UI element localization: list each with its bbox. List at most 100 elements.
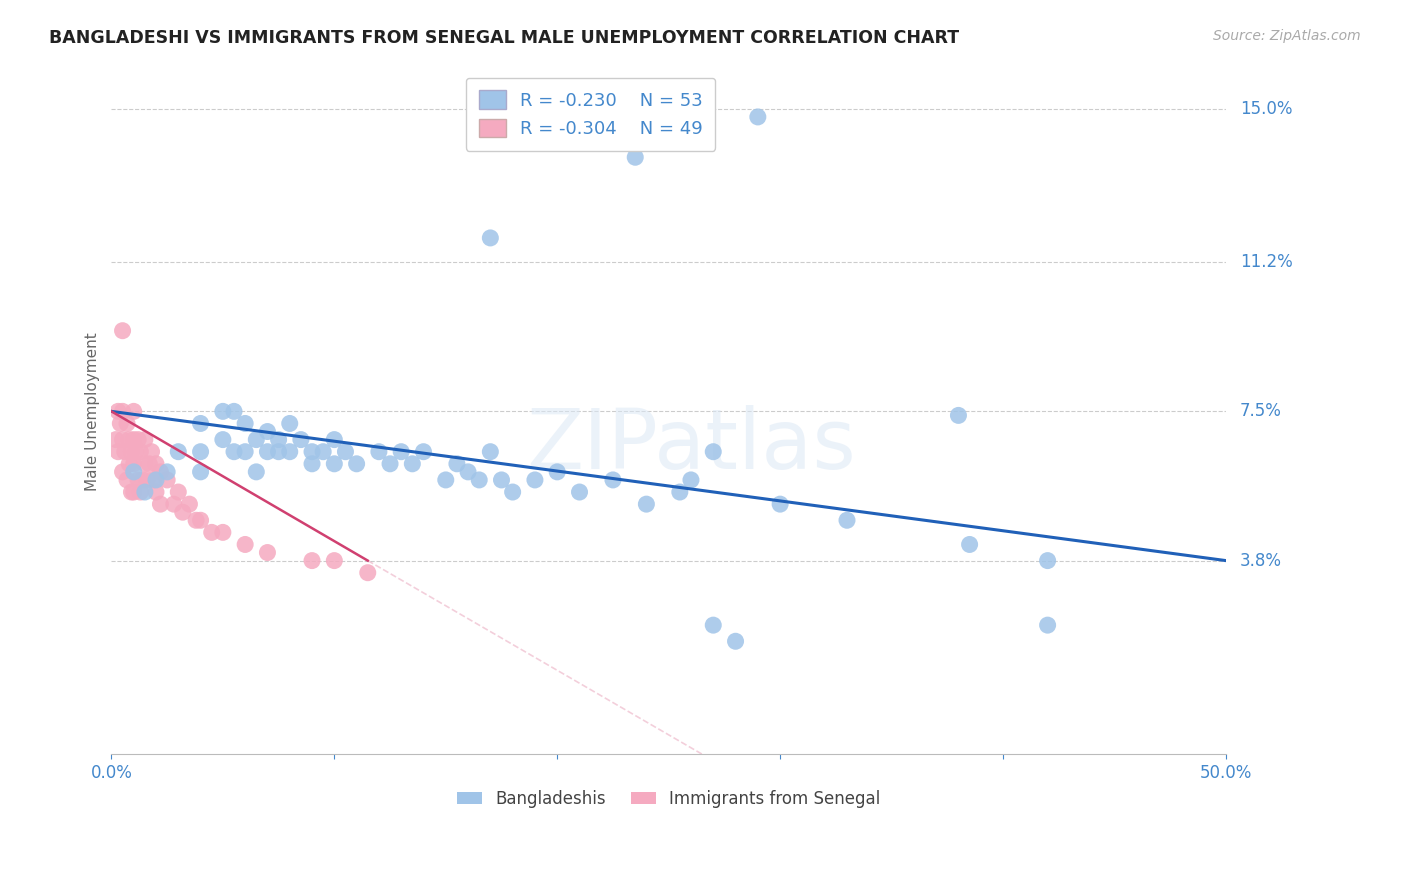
Point xyxy=(491,473,513,487)
Point xyxy=(769,497,792,511)
Point xyxy=(111,404,134,418)
Point xyxy=(118,433,141,447)
Point xyxy=(335,444,357,458)
Point xyxy=(118,457,141,471)
Point xyxy=(212,433,235,447)
Point xyxy=(267,433,290,447)
Point xyxy=(163,497,186,511)
Point xyxy=(457,465,479,479)
Point xyxy=(233,444,256,458)
Point xyxy=(138,457,160,471)
Point xyxy=(212,404,235,418)
Point xyxy=(278,417,301,431)
Text: Source: ZipAtlas.com: Source: ZipAtlas.com xyxy=(1213,29,1361,43)
Point xyxy=(323,433,346,447)
Point xyxy=(212,525,235,540)
Point xyxy=(104,433,127,447)
Point xyxy=(245,465,267,479)
Point xyxy=(346,457,368,471)
Point xyxy=(323,457,346,471)
Point xyxy=(724,634,747,648)
Point xyxy=(233,537,256,551)
Point xyxy=(190,444,212,458)
Point xyxy=(502,485,524,500)
Point xyxy=(134,457,156,471)
Point xyxy=(546,465,568,479)
Point xyxy=(145,485,167,500)
Point xyxy=(389,444,412,458)
Point xyxy=(179,497,201,511)
Point xyxy=(107,444,129,458)
Text: 15.0%: 15.0% xyxy=(1240,100,1292,118)
Point xyxy=(222,444,245,458)
Point xyxy=(568,485,591,500)
Point xyxy=(747,110,769,124)
Point xyxy=(107,404,129,418)
Point xyxy=(233,417,256,431)
Point xyxy=(141,444,163,458)
Point xyxy=(948,409,970,423)
Point xyxy=(127,473,149,487)
Point xyxy=(624,150,647,164)
Point xyxy=(190,417,212,431)
Point xyxy=(145,457,167,471)
Point xyxy=(111,433,134,447)
Point xyxy=(312,444,335,458)
Point xyxy=(301,444,323,458)
Point xyxy=(156,473,179,487)
Point xyxy=(149,497,172,511)
Point xyxy=(131,473,153,487)
Point xyxy=(669,485,692,500)
Point xyxy=(167,485,190,500)
Point xyxy=(149,465,172,479)
Point xyxy=(367,444,389,458)
Point xyxy=(190,513,212,527)
Point xyxy=(636,497,658,511)
Point xyxy=(134,485,156,500)
Point xyxy=(278,444,301,458)
Point xyxy=(201,525,224,540)
Point xyxy=(301,553,323,567)
Point xyxy=(190,465,212,479)
Point xyxy=(184,513,207,527)
Point xyxy=(479,444,502,458)
Point xyxy=(127,433,149,447)
Point xyxy=(245,433,267,447)
Point xyxy=(702,618,724,632)
Point xyxy=(256,425,278,439)
Point xyxy=(323,553,346,567)
Point xyxy=(111,465,134,479)
Point xyxy=(129,444,152,458)
Point xyxy=(679,473,702,487)
Point xyxy=(301,457,323,471)
Point xyxy=(136,473,159,487)
Point xyxy=(702,444,724,458)
Point xyxy=(446,457,468,471)
Point xyxy=(256,545,278,559)
Point xyxy=(145,473,167,487)
Point xyxy=(167,444,190,458)
Point xyxy=(142,473,165,487)
Point xyxy=(1036,618,1059,632)
Text: BANGLADESHI VS IMMIGRANTS FROM SENEGAL MALE UNEMPLOYMENT CORRELATION CHART: BANGLADESHI VS IMMIGRANTS FROM SENEGAL M… xyxy=(49,29,959,46)
Point xyxy=(172,505,194,519)
Point xyxy=(835,513,858,527)
Point xyxy=(122,485,145,500)
Point xyxy=(959,537,981,551)
Point xyxy=(1036,553,1059,567)
Point xyxy=(122,404,145,418)
Point xyxy=(412,444,434,458)
Point xyxy=(523,473,546,487)
Legend: Bangladeshis, Immigrants from Senegal: Bangladeshis, Immigrants from Senegal xyxy=(450,783,887,814)
Point xyxy=(129,485,152,500)
Text: 11.2%: 11.2% xyxy=(1240,253,1292,271)
Point xyxy=(357,566,380,580)
Point xyxy=(479,231,502,245)
Point xyxy=(134,433,156,447)
Text: 3.8%: 3.8% xyxy=(1240,551,1282,570)
Point xyxy=(378,457,401,471)
Point xyxy=(114,444,136,458)
Point xyxy=(111,324,134,338)
Point xyxy=(267,444,290,458)
Y-axis label: Male Unemployment: Male Unemployment xyxy=(86,332,100,491)
